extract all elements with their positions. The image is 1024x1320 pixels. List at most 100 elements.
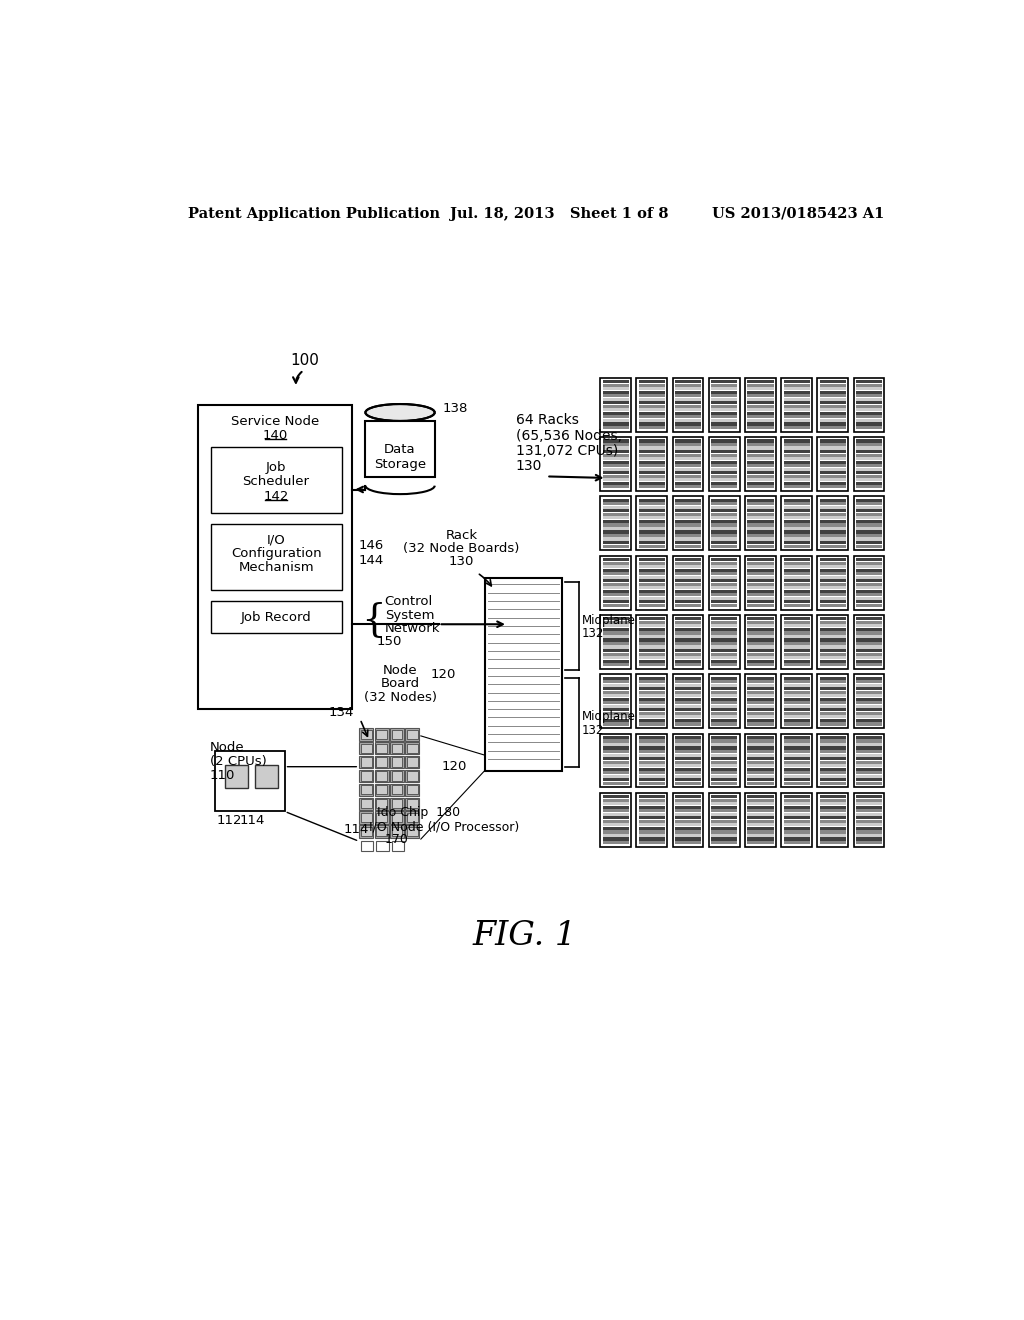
FancyBboxPatch shape	[639, 531, 665, 533]
FancyBboxPatch shape	[748, 694, 773, 697]
FancyBboxPatch shape	[781, 437, 812, 491]
FancyBboxPatch shape	[856, 652, 882, 656]
FancyBboxPatch shape	[639, 467, 665, 471]
FancyBboxPatch shape	[602, 537, 629, 541]
FancyBboxPatch shape	[602, 705, 629, 708]
FancyBboxPatch shape	[856, 416, 882, 418]
FancyBboxPatch shape	[856, 656, 882, 659]
FancyBboxPatch shape	[819, 805, 846, 809]
FancyBboxPatch shape	[639, 471, 665, 474]
FancyBboxPatch shape	[359, 797, 373, 810]
FancyBboxPatch shape	[711, 579, 737, 582]
FancyBboxPatch shape	[711, 544, 737, 548]
FancyBboxPatch shape	[748, 628, 773, 631]
FancyBboxPatch shape	[819, 418, 846, 422]
FancyBboxPatch shape	[856, 775, 882, 777]
FancyBboxPatch shape	[819, 405, 846, 408]
FancyBboxPatch shape	[819, 795, 846, 799]
FancyBboxPatch shape	[856, 771, 882, 775]
FancyBboxPatch shape	[602, 698, 629, 701]
FancyBboxPatch shape	[602, 649, 629, 652]
FancyBboxPatch shape	[819, 645, 846, 648]
Text: Rack: Rack	[445, 529, 478, 543]
FancyBboxPatch shape	[675, 709, 701, 711]
FancyBboxPatch shape	[675, 830, 701, 833]
FancyBboxPatch shape	[817, 496, 848, 550]
FancyBboxPatch shape	[390, 812, 403, 824]
Text: 110: 110	[210, 768, 236, 781]
Text: Jul. 18, 2013   Sheet 1 of 8: Jul. 18, 2013 Sheet 1 of 8	[451, 207, 669, 220]
FancyBboxPatch shape	[602, 688, 629, 690]
FancyBboxPatch shape	[602, 482, 629, 484]
FancyBboxPatch shape	[390, 729, 403, 741]
FancyBboxPatch shape	[783, 618, 810, 620]
FancyBboxPatch shape	[602, 457, 629, 461]
FancyBboxPatch shape	[711, 624, 737, 627]
FancyBboxPatch shape	[639, 380, 665, 383]
FancyBboxPatch shape	[856, 779, 882, 781]
FancyBboxPatch shape	[376, 799, 387, 808]
FancyBboxPatch shape	[390, 742, 403, 755]
FancyBboxPatch shape	[639, 541, 665, 544]
FancyBboxPatch shape	[639, 499, 665, 502]
FancyBboxPatch shape	[783, 631, 810, 635]
FancyBboxPatch shape	[748, 642, 773, 645]
FancyBboxPatch shape	[359, 729, 373, 741]
FancyBboxPatch shape	[819, 380, 846, 383]
FancyBboxPatch shape	[602, 391, 629, 393]
FancyBboxPatch shape	[783, 656, 810, 659]
FancyBboxPatch shape	[748, 593, 773, 597]
FancyBboxPatch shape	[639, 631, 665, 635]
FancyBboxPatch shape	[602, 590, 629, 593]
Text: 144: 144	[358, 554, 384, 566]
FancyBboxPatch shape	[748, 739, 773, 743]
FancyBboxPatch shape	[748, 624, 773, 627]
FancyBboxPatch shape	[819, 486, 846, 488]
FancyBboxPatch shape	[819, 743, 846, 746]
FancyBboxPatch shape	[819, 395, 846, 397]
FancyBboxPatch shape	[819, 711, 846, 715]
FancyBboxPatch shape	[748, 486, 773, 488]
FancyBboxPatch shape	[602, 826, 629, 830]
FancyBboxPatch shape	[819, 544, 846, 548]
FancyBboxPatch shape	[748, 471, 773, 474]
FancyBboxPatch shape	[407, 743, 418, 752]
FancyBboxPatch shape	[783, 760, 810, 764]
FancyBboxPatch shape	[748, 579, 773, 582]
FancyBboxPatch shape	[856, 826, 882, 830]
FancyBboxPatch shape	[637, 793, 668, 847]
FancyBboxPatch shape	[748, 387, 773, 391]
FancyBboxPatch shape	[675, 739, 701, 743]
FancyBboxPatch shape	[675, 795, 701, 799]
FancyBboxPatch shape	[783, 426, 810, 429]
FancyBboxPatch shape	[711, 660, 737, 663]
FancyBboxPatch shape	[675, 467, 701, 471]
FancyBboxPatch shape	[854, 793, 885, 847]
FancyBboxPatch shape	[639, 795, 665, 799]
FancyBboxPatch shape	[856, 395, 882, 397]
FancyBboxPatch shape	[639, 820, 665, 822]
FancyBboxPatch shape	[748, 639, 773, 642]
FancyBboxPatch shape	[854, 437, 885, 491]
FancyBboxPatch shape	[819, 537, 846, 541]
FancyBboxPatch shape	[856, 841, 882, 843]
FancyBboxPatch shape	[783, 834, 810, 837]
FancyBboxPatch shape	[783, 510, 810, 512]
FancyBboxPatch shape	[819, 387, 846, 391]
FancyBboxPatch shape	[748, 457, 773, 461]
FancyBboxPatch shape	[819, 722, 846, 726]
FancyBboxPatch shape	[711, 620, 737, 624]
FancyBboxPatch shape	[783, 391, 810, 393]
FancyBboxPatch shape	[819, 715, 846, 718]
FancyBboxPatch shape	[675, 677, 701, 680]
FancyBboxPatch shape	[602, 475, 629, 478]
FancyBboxPatch shape	[602, 454, 629, 457]
FancyBboxPatch shape	[711, 705, 737, 708]
FancyBboxPatch shape	[856, 418, 882, 422]
FancyBboxPatch shape	[711, 391, 737, 393]
FancyBboxPatch shape	[819, 426, 846, 429]
Text: 120: 120	[441, 760, 467, 774]
FancyBboxPatch shape	[783, 739, 810, 743]
FancyBboxPatch shape	[711, 760, 737, 764]
FancyBboxPatch shape	[783, 830, 810, 833]
